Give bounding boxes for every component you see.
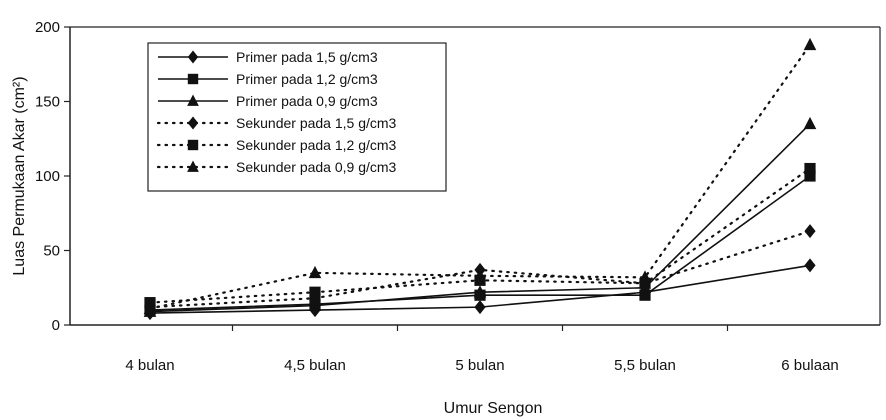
data-point — [804, 170, 816, 182]
legend-item: Sekunder pada 1,2 g/cm3 — [156, 137, 397, 153]
y-tick-label: 100 — [35, 168, 60, 185]
legend-label: Sekunder pada 0,9 g/cm3 — [236, 159, 397, 175]
series-6 — [143, 37, 817, 314]
legend-item: Primer pada 0,9 g/cm3 — [158, 93, 378, 109]
data-point — [804, 224, 816, 239]
legend-item: Primer pada 1,2 g/cm3 — [158, 71, 378, 87]
legend-marker — [187, 139, 199, 151]
legend-label: Primer pada 1,2 g/cm3 — [236, 71, 378, 87]
legend-item: Sekunder pada 1,5 g/cm3 — [156, 115, 397, 131]
x-tick-label: 4 bulan — [125, 357, 174, 374]
series-line — [148, 230, 812, 309]
data-point — [803, 116, 817, 130]
data-point — [474, 300, 486, 315]
x-axis-title: Umur Sengon — [444, 400, 543, 417]
data-point — [473, 268, 487, 282]
data-point — [639, 277, 651, 289]
y-tick-label: 150 — [35, 94, 60, 111]
series-layer — [143, 37, 817, 321]
y-tick-label: 0 — [52, 317, 60, 334]
x-tick-label: 6 bulaan — [781, 357, 839, 374]
data-point — [143, 301, 157, 314]
data-point — [308, 265, 322, 279]
y-tick-label: 50 — [43, 243, 60, 260]
legend-marker — [187, 50, 199, 64]
legend-label: Sekunder pada 1,2 g/cm3 — [236, 137, 397, 153]
legend-marker — [187, 94, 199, 106]
y-axis-ticks: 0 50 100 150 200 — [35, 19, 70, 334]
data-point — [803, 37, 817, 51]
data-point — [309, 286, 321, 298]
series-line — [148, 43, 812, 310]
x-axis-ticks: 4 bulan 4,5 bulan 5 bulan 5,5 bulan 6 bulaan — [125, 325, 839, 374]
legend-marker — [187, 73, 199, 85]
legend-label: Sekunder pada 1,5 g/cm3 — [236, 115, 397, 131]
data-point — [804, 258, 816, 273]
legend: Primer pada 1,5 g/cm3 Primer pada 1,2 g/c… — [147, 42, 447, 192]
legend-item: Primer pada 1,5 g/cm3 — [158, 49, 378, 65]
legend-items: Primer pada 1,5 g/cm3 Primer pada 1,2 g/c… — [156, 49, 397, 175]
data-point — [638, 270, 652, 283]
x-tick-label: 5,5 bulan — [614, 357, 676, 374]
legend-marker — [187, 116, 199, 130]
legend-label: Primer pada 1,5 g/cm3 — [236, 49, 378, 65]
y-tick-label: 200 — [35, 19, 60, 36]
legend-item: Sekunder pada 0,9 g/cm3 — [156, 159, 397, 175]
legend-label: Primer pada 0,9 g/cm3 — [236, 93, 378, 109]
data-point — [639, 289, 651, 301]
x-tick-label: 5 bulan — [455, 357, 504, 374]
x-tick-label: 4,5 bulan — [284, 357, 346, 374]
data-point — [473, 285, 487, 298]
legend-marker — [187, 160, 199, 172]
data-point — [804, 162, 816, 175]
y-axis-title: Luas Permukaan Akar (cm²) — [11, 76, 28, 275]
